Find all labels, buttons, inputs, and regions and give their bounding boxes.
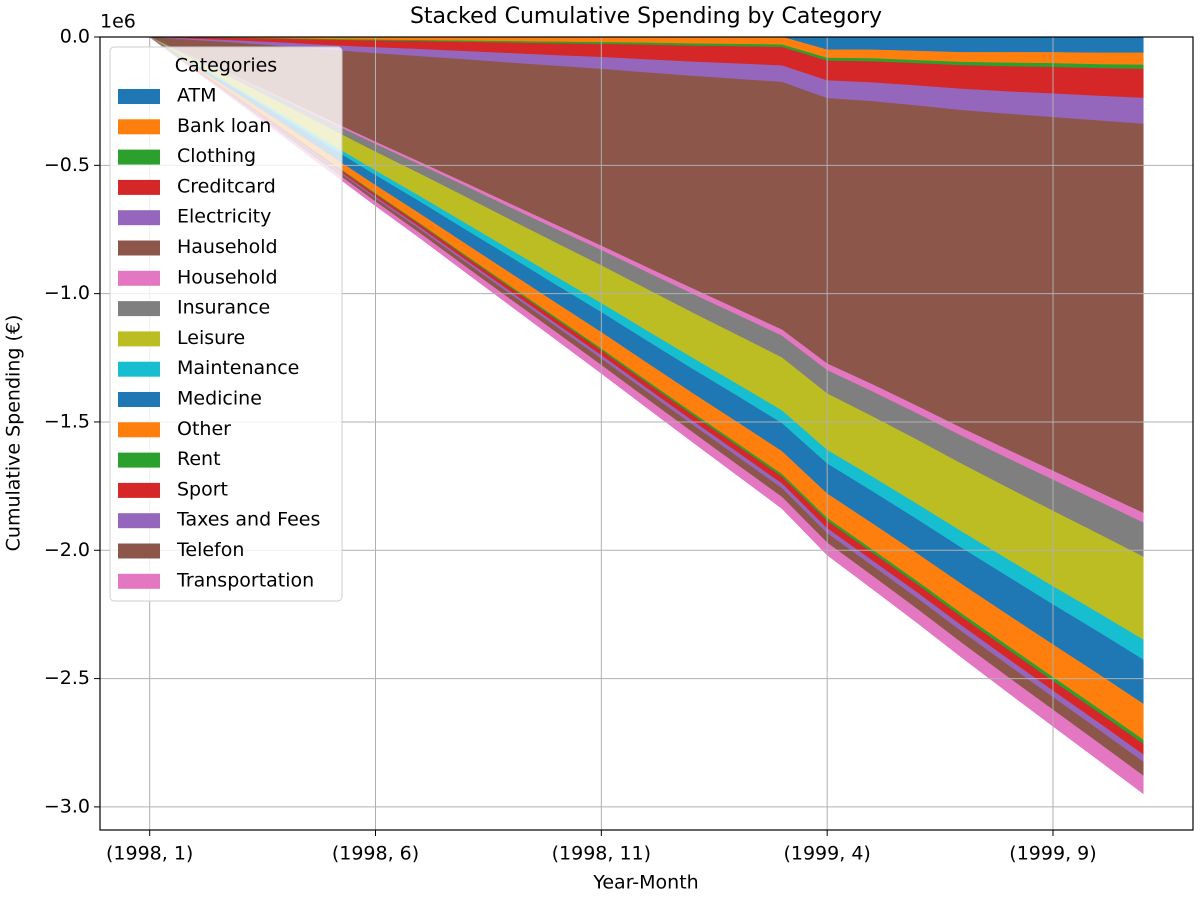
legend-swatch bbox=[118, 270, 160, 286]
legend-label: Bank loan bbox=[177, 115, 271, 137]
legend-label: Clothing bbox=[177, 145, 256, 167]
legend-swatch bbox=[118, 361, 160, 377]
legend-swatch bbox=[118, 301, 160, 317]
legend-label: Taxes and Fees bbox=[176, 509, 320, 531]
legend-label: Rent bbox=[177, 448, 221, 470]
x-tick-label: (1998, 6) bbox=[332, 843, 419, 865]
legend-swatch bbox=[118, 179, 160, 195]
y-offset-label: 1e6 bbox=[100, 11, 136, 33]
x-tick-label: (1999, 9) bbox=[1009, 843, 1096, 865]
legend-swatch bbox=[118, 482, 160, 498]
legend-swatch bbox=[118, 543, 160, 559]
legend-swatch bbox=[118, 513, 160, 529]
y-axis-label: Cumulative Spending (€) bbox=[3, 315, 25, 552]
legend: Categories ATM Bank loan Clothing Creditcar… bbox=[109, 46, 343, 602]
legend-swatch bbox=[118, 240, 160, 256]
legend-label: Telefon bbox=[176, 539, 244, 561]
y-tick-label: −3.0 bbox=[44, 795, 90, 817]
x-axis-label: Year-Month bbox=[592, 872, 698, 894]
legend-swatch bbox=[118, 89, 160, 104]
legend-swatch bbox=[118, 331, 160, 347]
legend-swatch bbox=[118, 392, 160, 407]
x-tick-label: (1999, 4) bbox=[783, 843, 870, 865]
y-tick-label: −1.0 bbox=[44, 282, 90, 304]
legend-swatch bbox=[118, 452, 160, 468]
legend-swatch bbox=[118, 573, 160, 589]
ticks: 0.0 −0.5 −1.0 −1.5 −2.0 −2.5 −3.0 (1998, 1) (199… bbox=[44, 26, 1097, 865]
y-tick-label: −1.5 bbox=[44, 410, 90, 432]
legend-label: Creditcard bbox=[177, 175, 276, 197]
area bbox=[149, 36, 1144, 795]
chart-title: Stacked Cumulative Spending by Category bbox=[410, 4, 882, 29]
legend-label: Household bbox=[177, 266, 278, 288]
legend-swatch bbox=[118, 422, 160, 438]
legend-label: Hausehold bbox=[177, 236, 278, 258]
legend-label: Transportation bbox=[176, 569, 314, 591]
y-tick-label: 0.0 bbox=[60, 26, 90, 48]
legend-label: Sport bbox=[177, 478, 228, 500]
legend-label: Insurance bbox=[177, 297, 270, 319]
plot-area bbox=[149, 36, 1144, 795]
legend-label: Maintenance bbox=[177, 357, 299, 379]
legend-title: Categories bbox=[175, 55, 277, 77]
legend-label: Medicine bbox=[177, 388, 262, 410]
legend-swatch bbox=[118, 149, 160, 165]
legend-label: Other bbox=[177, 418, 231, 440]
x-tick-label: (1998, 1) bbox=[106, 843, 193, 865]
legend-swatch bbox=[118, 119, 160, 135]
legend-box bbox=[109, 46, 343, 602]
legend-label: Leisure bbox=[177, 327, 245, 349]
axes-frame bbox=[99, 36, 1194, 831]
y-tick-label: −0.5 bbox=[44, 154, 90, 176]
legend-label: ATM bbox=[177, 85, 217, 107]
legend-label: Electricity bbox=[177, 206, 271, 228]
legend-swatch bbox=[118, 210, 160, 226]
x-tick-label: (1998, 11) bbox=[552, 843, 651, 865]
y-tick-label: −2.0 bbox=[44, 539, 90, 561]
y-tick-label: −2.5 bbox=[44, 667, 90, 689]
